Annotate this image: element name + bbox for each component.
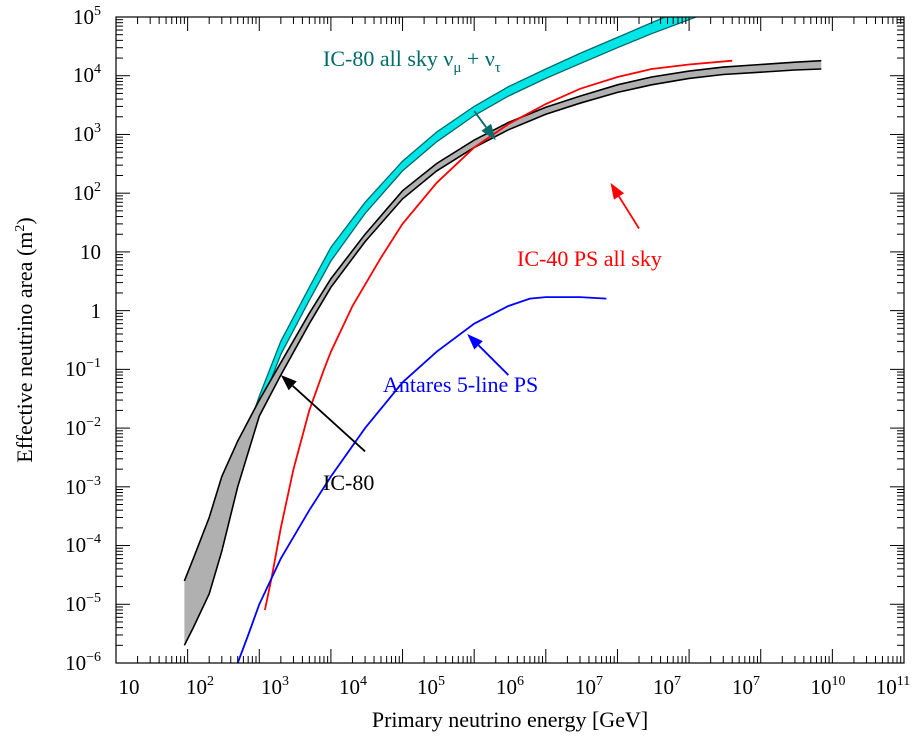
y-tick-label-10: 10 <box>80 240 101 264</box>
plot-content <box>183 17 822 663</box>
x-tick-label-10: 10 <box>119 675 140 699</box>
ic80-all-sky-lower-edge <box>237 17 699 477</box>
x-tick-label-1e6: 106 <box>496 674 524 699</box>
y-axis-ticks <box>116 19 904 664</box>
series-label-ic40: IC-40 PS all sky <box>517 246 662 271</box>
arrow-shaft-3 <box>477 344 509 376</box>
x-tick-label-1e11: 1011 <box>876 674 910 699</box>
arrow-head-3 <box>467 334 483 350</box>
arrow-shaft-0 <box>473 110 487 128</box>
plot-frame <box>115 16 905 664</box>
x-tick-label-1e5: 105 <box>417 674 445 699</box>
arrow-head-0 <box>481 123 496 141</box>
y-tick-label-1e-5: 10−5 <box>65 591 101 616</box>
x-tick-label-1e2: 102 <box>186 674 214 699</box>
annotation-arrows <box>280 110 640 453</box>
x-tick-label-1e9: 107 <box>732 674 760 699</box>
y-tick-labels: 10−6 10−5 10−4 10−3 10−2 10−1 1 10 102 1… <box>65 4 101 675</box>
y-tick-label-1e-1: 10−1 <box>65 356 101 381</box>
y-tick-label-1e2: 102 <box>73 180 101 205</box>
x-tick-label-1e4: 104 <box>339 674 367 699</box>
arrow-head-2 <box>610 182 625 200</box>
arrow-shaft-1 <box>292 385 366 453</box>
x-axis-title: Primary neutrino energy [GeV] <box>372 707 648 732</box>
ic80-all-sky-upper-edge <box>237 17 667 460</box>
x-tick-labels: 10 102 103 104 105 106 107 107 107 1010 … <box>119 674 911 699</box>
ic40-ps-all-sky-line <box>264 59 733 611</box>
y-tick-label-1e4: 104 <box>73 62 101 87</box>
series-label-ic80-all-sky: IC-80 all sky νμ + ντ <box>323 46 501 76</box>
series-label-antares: Antares 5-line PS <box>383 372 538 397</box>
y-tick-label-1e-2: 10−2 <box>65 415 101 440</box>
x-axis-ticks <box>115 17 902 663</box>
arrow-head-1 <box>280 375 297 391</box>
y-tick-label-1e-4: 10−4 <box>65 532 101 557</box>
antares-5-line-ps-line <box>236 296 607 663</box>
y-tick-label-1e5: 105 <box>73 4 101 29</box>
ic80-upper-edge <box>183 59 822 582</box>
ic80-lower-edge <box>183 68 822 646</box>
arrow-shaft-2 <box>618 195 640 230</box>
x-tick-label-1e10: 1010 <box>811 674 846 699</box>
y-tick-label-1e3: 103 <box>73 121 101 146</box>
series-label-ic80: IC-80 <box>323 470 374 495</box>
x-tick-label-1e8: 107 <box>653 674 681 699</box>
y-tick-label-1: 1 <box>91 299 102 323</box>
y-tick-label-1e-6: 10−6 <box>65 650 101 675</box>
x-tick-label-1e7: 107 <box>575 674 603 699</box>
y-tick-label-1e-3: 10−3 <box>65 474 101 499</box>
y-axis-title: Effective neutrino area (m2) <box>12 217 37 462</box>
x-tick-label-1e3: 103 <box>261 674 289 699</box>
